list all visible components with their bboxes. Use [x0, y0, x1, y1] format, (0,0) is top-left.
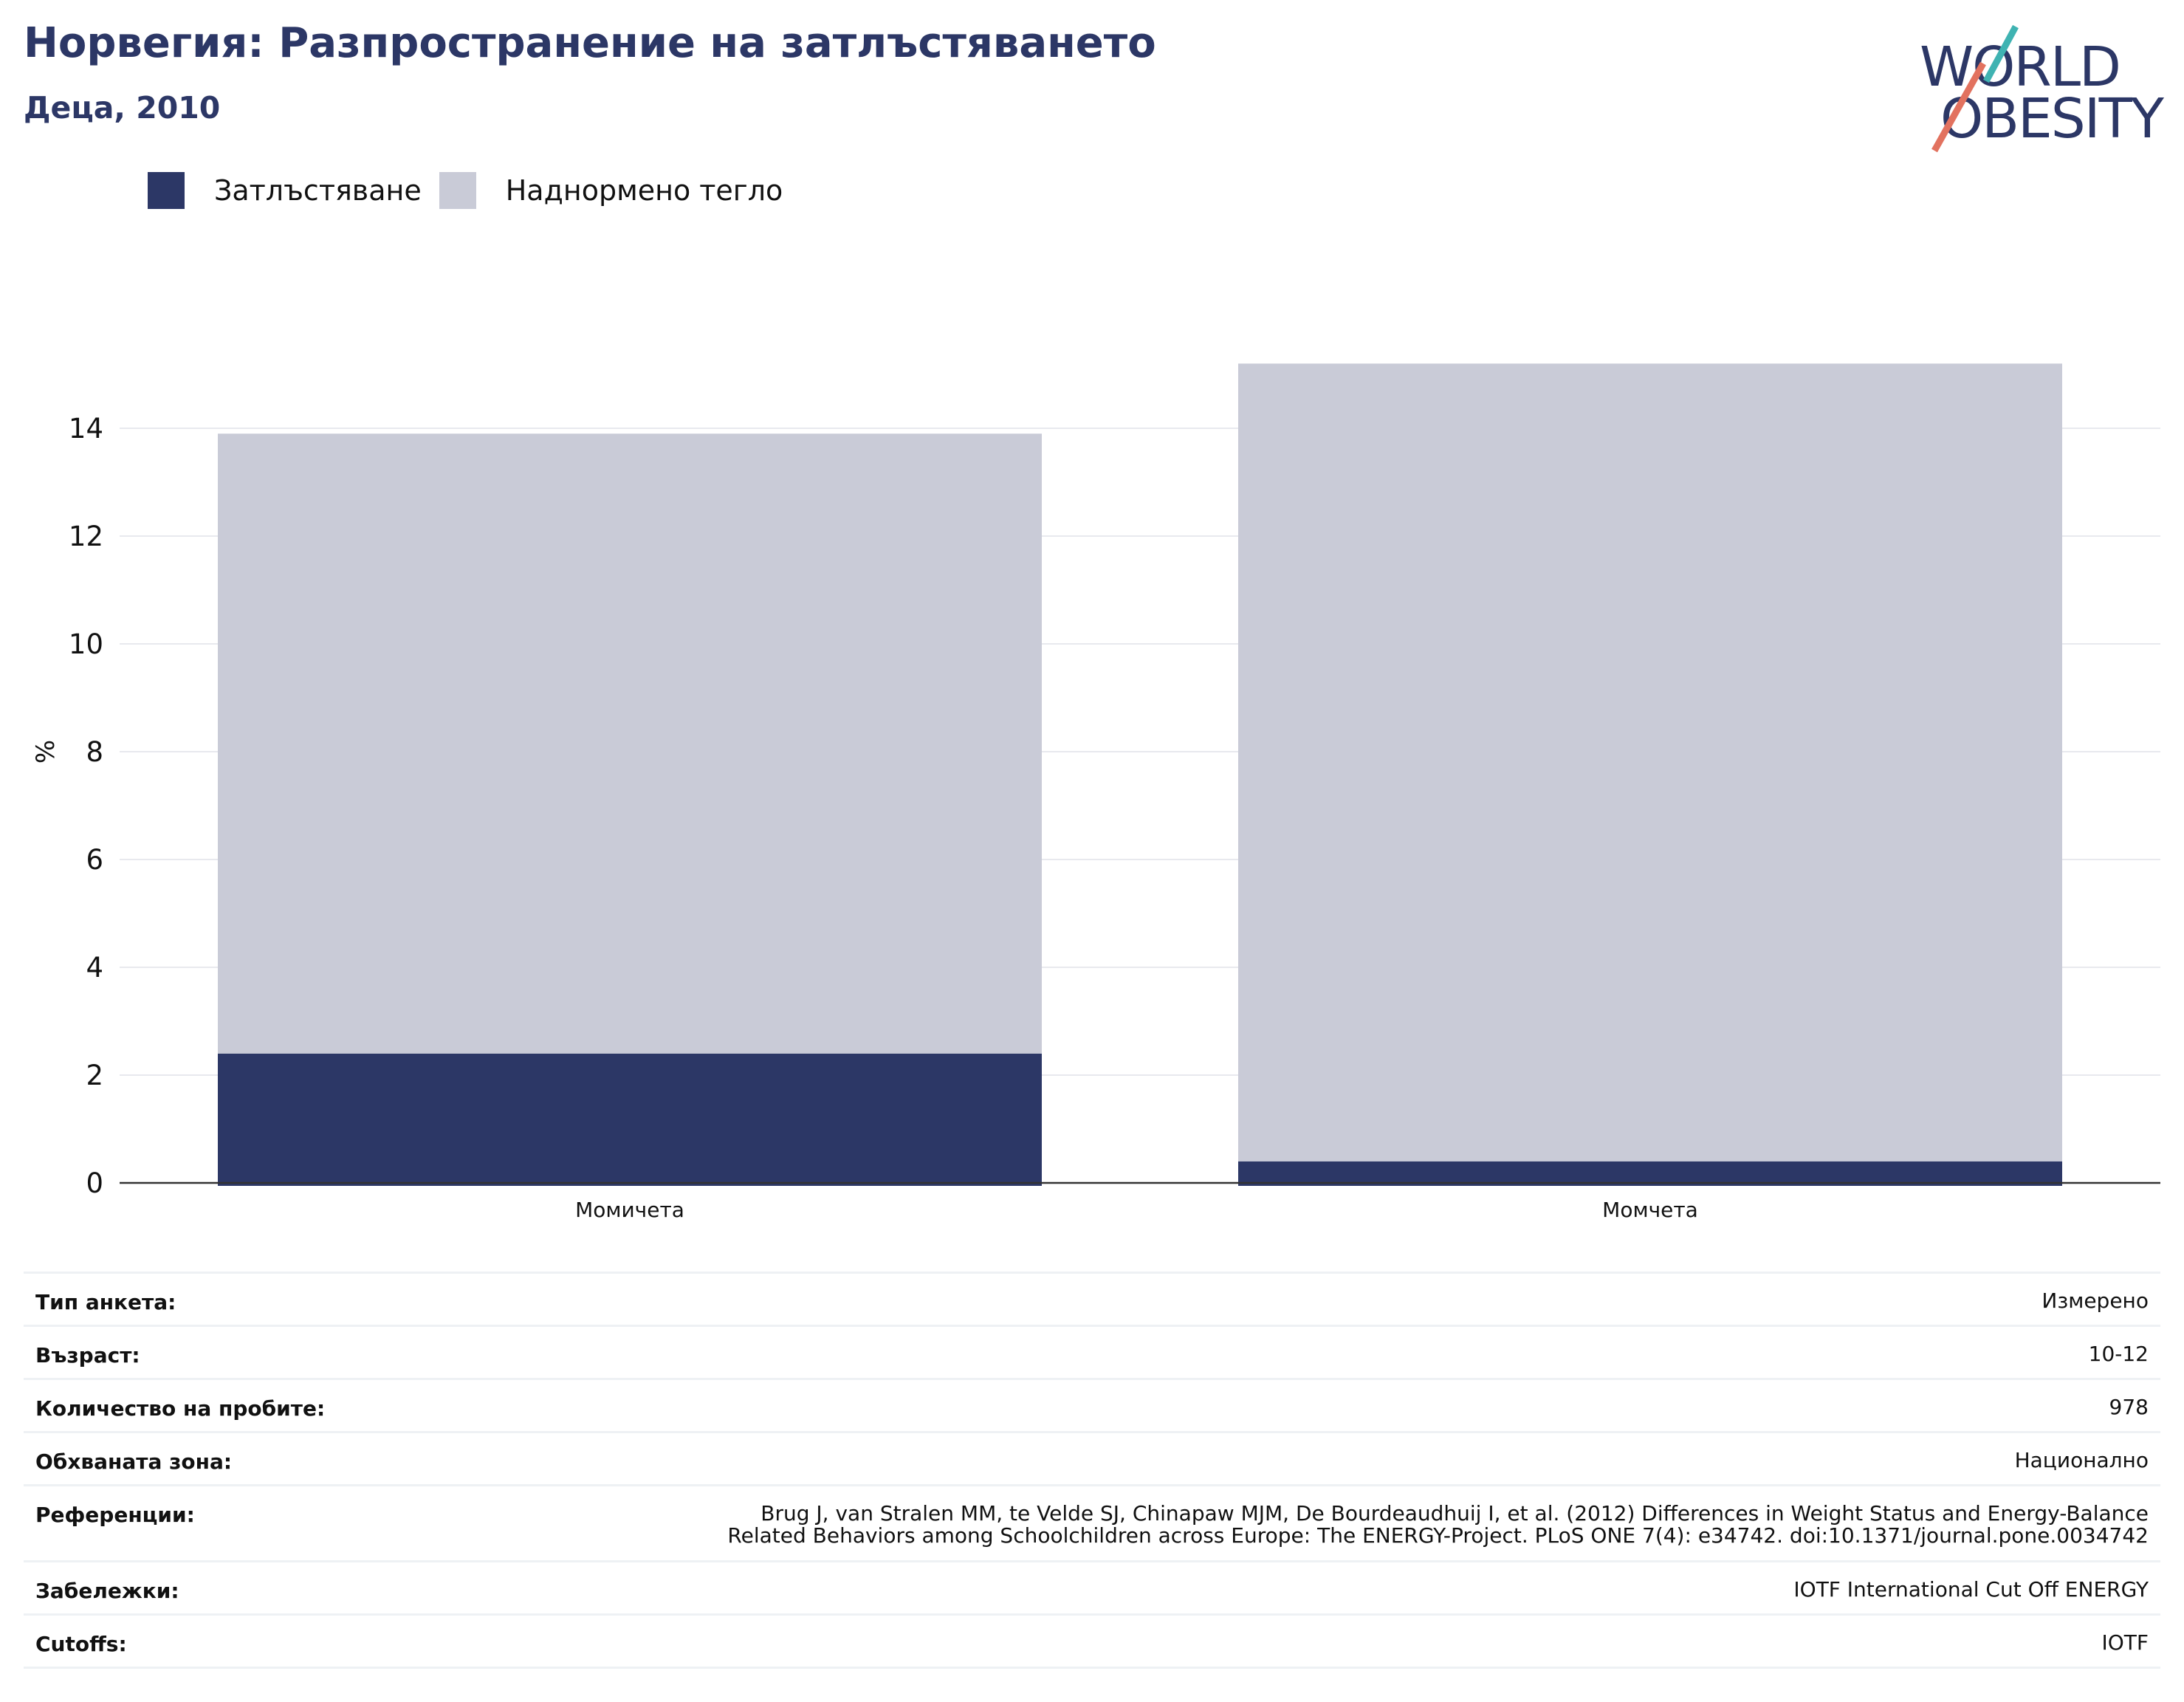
legend-swatch-obesity: [148, 172, 185, 209]
x-category-label: Момичета: [575, 1198, 684, 1222]
info-value: Измерено: [2042, 1288, 2149, 1313]
y-tick-label: 12: [69, 521, 103, 552]
legend-item-obesity: Затлъстяване: [148, 172, 439, 209]
info-row-notes: Забележки: IOTF International Cut Off EN…: [24, 1562, 2160, 1616]
world-obesity-logo: WORLD OBESITY: [1920, 24, 2166, 153]
info-value: Brug J, van Stralen MM, te Velde SJ, Chi…: [727, 1501, 2149, 1548]
info-value: 978: [2109, 1395, 2149, 1419]
info-row-cutoffs: Cutoffs: IOTF: [24, 1616, 2160, 1669]
y-tick-label: 14: [69, 413, 103, 445]
y-axis-label: %: [31, 740, 61, 764]
chart-subtitle: Деца, 2010: [24, 90, 221, 126]
x-category-label: Момчета: [1602, 1198, 1698, 1222]
info-key: Количество на пробите:: [35, 1396, 326, 1421]
info-value: 10-12: [2088, 1342, 2149, 1366]
info-key: Cutoffs:: [35, 1632, 127, 1656]
info-row-references: Референции: Brug J, van Stralen MM, te V…: [24, 1486, 2160, 1562]
info-key: Възраст:: [35, 1343, 140, 1368]
y-tick-label: 8: [86, 736, 103, 768]
logo-text-obesity: OBESITY: [1940, 87, 2165, 151]
bar-obesity-0: [218, 1053, 1042, 1186]
logo-text-world: WORLD: [1920, 35, 2120, 99]
y-tick-label: 0: [86, 1167, 103, 1199]
info-row-area: Обхваната зона: Национално: [24, 1433, 2160, 1486]
bar-obesity-1: [1238, 1161, 2062, 1186]
info-value: Национално: [2014, 1448, 2149, 1472]
bar-overweight-0: [218, 433, 1042, 1054]
y-tick-label: 4: [86, 952, 103, 984]
info-key: Тип анкета:: [35, 1290, 176, 1314]
info-key: Референции:: [35, 1503, 195, 1527]
legend-swatch-overweight: [439, 172, 476, 209]
legend-item-overweight: Наднормено тегло: [439, 172, 801, 209]
logo-slash-coral-icon: [1931, 61, 1986, 153]
info-value: IOTF International Cut Off ENERGY: [1793, 1577, 2149, 1602]
info-value: IOTF: [2101, 1630, 2149, 1655]
info-table: Тип анкета: Измерено Възраст: 10-12 Коли…: [24, 1272, 2160, 1669]
y-tick-label: 10: [69, 628, 103, 660]
info-row-survey-type: Тип анкета: Измерено: [24, 1274, 2160, 1327]
bar-overweight-1: [1238, 363, 2062, 1161]
info-key: Забележки:: [35, 1579, 179, 1603]
logo-slash-teal-icon: [1983, 24, 2019, 83]
legend-label-obesity: Затлъстяване: [214, 174, 422, 207]
info-row-sample-size: Количество на пробите: 978: [24, 1380, 2160, 1433]
y-tick-label: 2: [86, 1060, 103, 1091]
y-tick-label: 6: [86, 844, 103, 876]
info-row-age: Възраст: 10-12: [24, 1327, 2160, 1380]
legend-label-overweight: Наднормено тегло: [505, 174, 783, 207]
legend: Затлъстяване Наднормено тегло: [148, 171, 800, 210]
chart-title: Норвегия: Разпространение на затлъстяван…: [24, 19, 1156, 67]
info-key: Обхваната зона:: [35, 1449, 233, 1474]
bar-chart: 0 2 4 6 8 10 12 14% Момичета Момчета: [31, 363, 2160, 1222]
